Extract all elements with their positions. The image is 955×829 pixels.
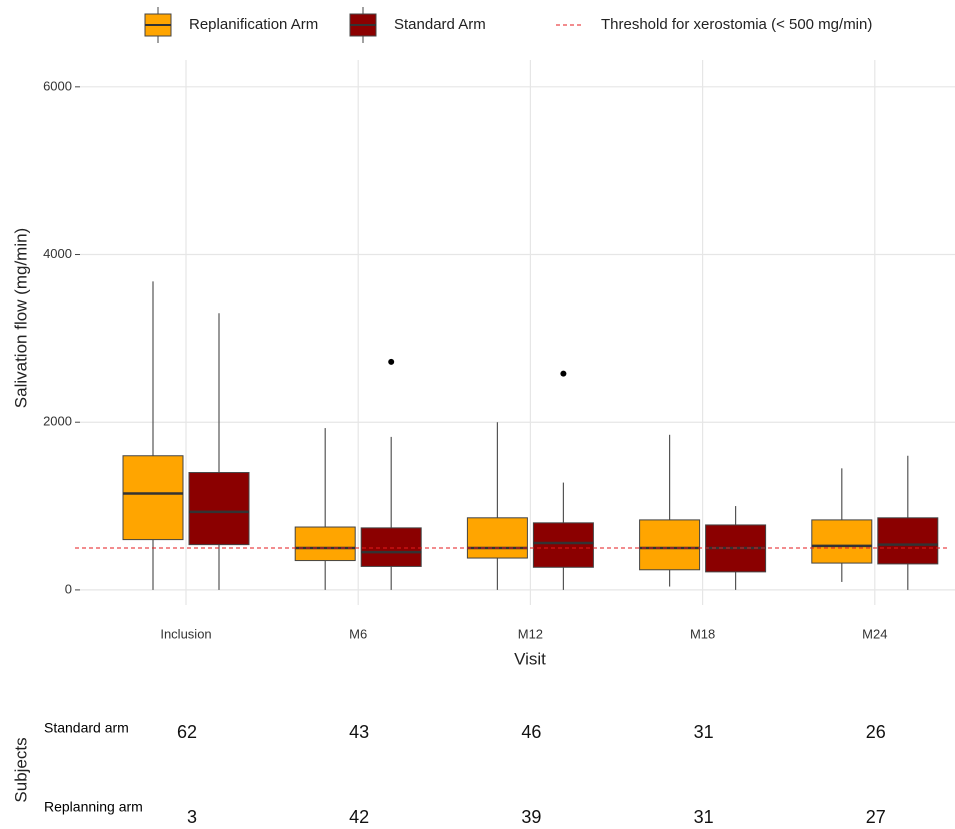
risk-count: 39 — [521, 807, 541, 827]
risk-row-label: Replanning arm — [44, 799, 143, 815]
box — [294, 526, 356, 562]
box — [811, 519, 873, 564]
box — [188, 472, 250, 546]
x-tick-label: M12 — [518, 626, 543, 641]
x-tick-label: Inclusion — [160, 626, 211, 641]
box — [877, 517, 939, 565]
legend-label: Threshold for xerostomia (< 500 mg/min) — [601, 16, 872, 33]
x-axis-title: Visit — [514, 649, 546, 668]
risk-count: 31 — [694, 722, 714, 742]
risk-table-title: Subjects — [11, 737, 30, 802]
x-tick-label: M24 — [862, 626, 887, 641]
x-tick-label: M6 — [349, 626, 367, 641]
risk-count: 31 — [694, 807, 714, 827]
y-tick-label: 6000 — [43, 78, 72, 93]
box — [639, 519, 701, 571]
risk-count: 27 — [866, 807, 886, 827]
risk-count: 42 — [349, 807, 369, 827]
legend-label: Standard Arm — [394, 16, 486, 33]
box — [466, 517, 528, 559]
outlier — [388, 358, 395, 365]
risk-count: 46 — [521, 722, 541, 742]
risk-count: 26 — [866, 722, 886, 742]
y-tick-label: 4000 — [43, 246, 72, 261]
risk-count: 62 — [177, 722, 197, 742]
risk-count: 3 — [187, 807, 197, 827]
x-tick-label: M18 — [690, 626, 715, 641]
legend-label: Replanification Arm — [189, 16, 318, 33]
y-tick-label: 2000 — [43, 414, 72, 429]
box — [532, 522, 594, 568]
y-axis-title: Salivation flow (mg/min) — [11, 228, 30, 408]
y-tick-label: 0 — [65, 581, 72, 596]
outlier — [560, 370, 567, 377]
box — [122, 455, 184, 541]
risk-row-label: Standard arm — [44, 720, 129, 736]
box — [360, 527, 422, 567]
risk-count: 43 — [349, 722, 369, 742]
